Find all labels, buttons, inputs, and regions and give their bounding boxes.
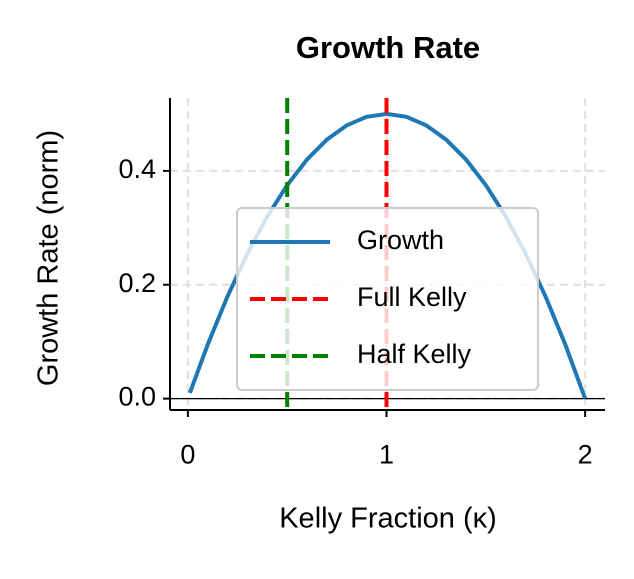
x-tick-label: 1 [379,439,394,469]
y-tick-label: 0.4 [118,154,156,184]
legend-box [236,207,539,391]
legend-label: Growth [357,225,444,255]
y-tick-label: 0.2 [118,268,156,298]
x-axis-label: Kelly Fraction (κ) [279,503,497,535]
x-tick-label: 0 [180,439,195,469]
legend-label: Half Kelly [357,339,472,369]
x-tick-label: 2 [578,439,593,469]
y-tick-label: 0.0 [118,382,156,412]
legend-label: Full Kelly [357,282,467,312]
y-axis-label: Growth Rate (norm) [33,130,65,386]
chart-title: Growth Rate [296,30,480,65]
